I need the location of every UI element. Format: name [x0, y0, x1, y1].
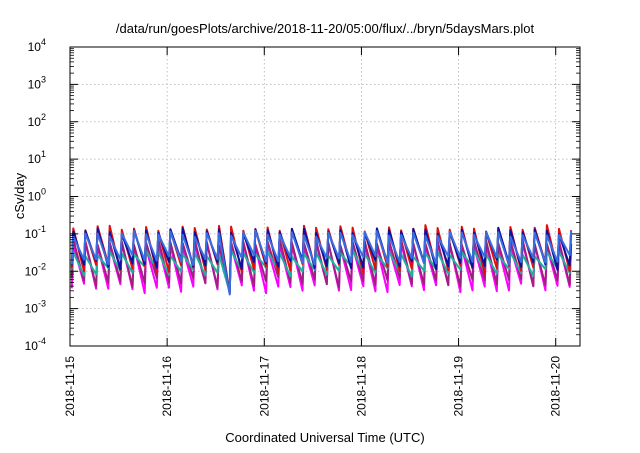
axis-ticks [69, 46, 580, 347]
series-line-blue [70, 229, 573, 296]
x-tick-label: 2018-11-20 [549, 356, 563, 417]
y-tick-label: 10-3 [25, 299, 46, 316]
y-tick-label: 10-1 [25, 224, 46, 241]
y-tick-label: 10-4 [25, 336, 46, 353]
y-tick-label: 101 [28, 149, 46, 166]
plot-series [70, 224, 573, 296]
grid-lines [70, 47, 580, 346]
chart-title: /data/run/goesPlots/archive/2018-11-20/0… [116, 21, 535, 36]
y-axis-label: cSv/day [12, 172, 27, 219]
y-tick-label: 10-2 [25, 261, 46, 278]
y-tick-label: 100 [28, 187, 46, 204]
x-tick-labels: 2018-11-15 2018-11-16 2018-11-17 2018-11-18… [63, 356, 563, 417]
y-tick-label: 103 [28, 74, 46, 91]
x-tick-label: 2018-11-19 [452, 356, 466, 417]
x-tick-label: 2018-11-16 [160, 356, 174, 417]
x-axis-label: Coordinated Universal Time (UTC) [225, 430, 424, 445]
x-tick-label: 2018-11-18 [354, 356, 368, 417]
x-tick-label: 2018-11-15 [63, 356, 77, 417]
x-tick-label: 2018-11-17 [257, 356, 271, 417]
y-tick-label: 104 [28, 37, 46, 54]
y-tick-label: 102 [28, 112, 46, 129]
y-tick-labels: 10-4 10-3 10-2 10-1 100 101 102 103 104 [25, 37, 46, 353]
